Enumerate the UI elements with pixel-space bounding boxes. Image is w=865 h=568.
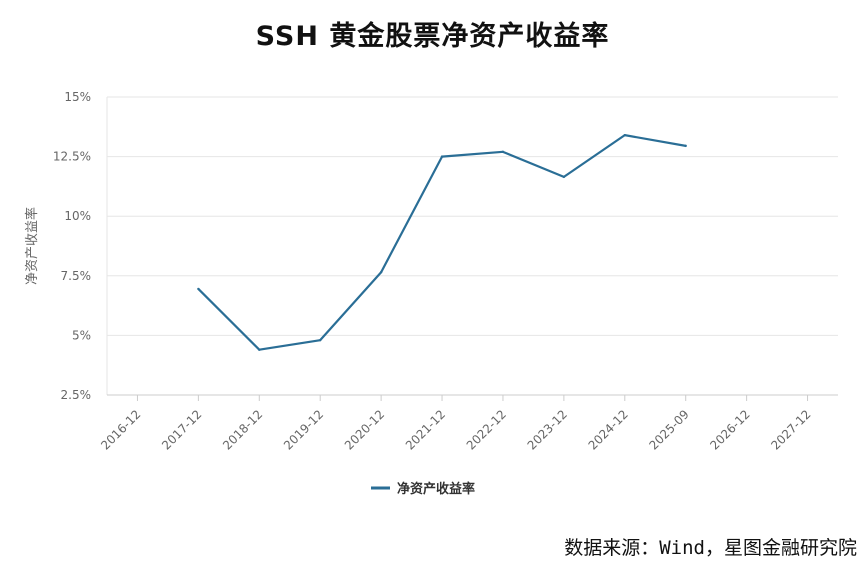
x-tick-label: 2023-12: [525, 407, 570, 452]
y-tick-label: 10%: [64, 209, 91, 223]
data-point: [501, 150, 505, 154]
x-tick-label: 2024-12: [586, 407, 631, 452]
x-tick-label: 2021-12: [403, 407, 448, 452]
series-line: [197, 134, 686, 351]
y-axis-label: 净资产收益率: [24, 207, 40, 285]
y-axis-ticks: 2.5% 5% 7.5% 10% 12.5% 15%: [53, 90, 91, 402]
data-point: [623, 133, 626, 137]
x-tick-label: 2016-12: [98, 407, 143, 452]
data-point: [684, 144, 687, 148]
x-axis-ticks: 2016-12 2017-12 2018-12 2019-12 2020-12 2021-…: [98, 395, 814, 453]
series-layer: [197, 133, 687, 351]
y-tick-label: 2.5%: [61, 388, 92, 402]
y-tick-label: 5%: [72, 328, 91, 342]
x-tick-label: 2027-12: [768, 407, 813, 452]
data-point: [440, 155, 444, 158]
y-tick-label: 12.5%: [53, 150, 91, 164]
x-tick-label: 2022-12: [464, 407, 509, 452]
x-tick-label: 2025-09: [646, 407, 691, 452]
data-point: [379, 271, 383, 274]
data-point: [258, 348, 261, 351]
data-point: [319, 338, 322, 342]
chart-title: SSH 黄金股票净资产收益率: [255, 21, 610, 52]
y-tick-label: 15%: [64, 90, 91, 104]
x-tick-label: 2020-12: [342, 407, 387, 452]
legend[interactable]: 净资产收益率: [371, 481, 475, 497]
source-note: 数据来源：Wind，星图金融研究院: [564, 537, 857, 559]
y-tick-label: 7.5%: [61, 269, 92, 283]
x-tick-label: 2019-12: [281, 407, 326, 452]
x-tick-label: 2018-12: [220, 407, 265, 452]
grid-lines: [106, 96, 838, 396]
x-tick-label: 2026-12: [707, 407, 752, 452]
data-point: [562, 175, 566, 179]
x-tick-label: 2017-12: [159, 407, 204, 452]
data-point: [197, 287, 200, 291]
legend-label: 净资产收益率: [397, 481, 475, 497]
